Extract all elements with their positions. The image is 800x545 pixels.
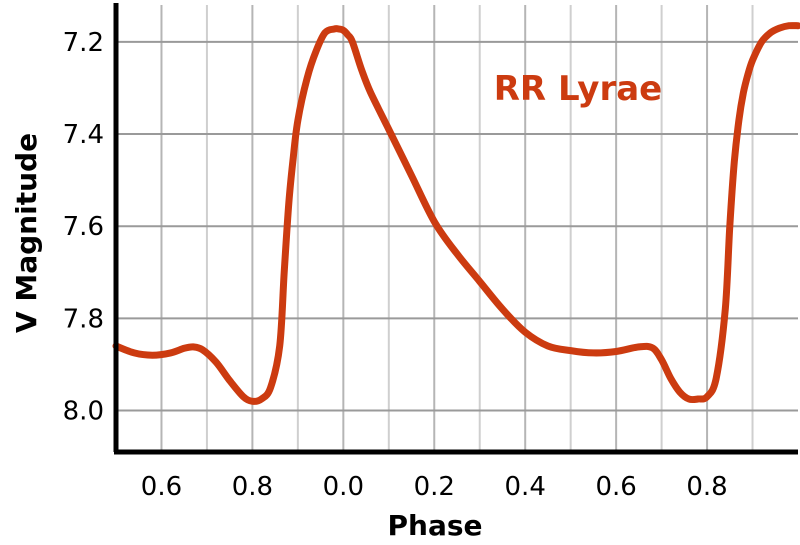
y-tick-label: 7.8: [63, 304, 104, 334]
y-tick-label: 7.6: [63, 212, 104, 242]
y-tick-label: 7.4: [63, 120, 104, 150]
tick-labels: 0.6 0.8 0.0 0.2 0.4 0.6 0.8 7.2 7.4 7.6 7.8 8.0: [63, 28, 728, 502]
x-tick-label: 0.8: [686, 472, 727, 502]
x-tick-label: 0.0: [323, 472, 364, 502]
x-axis-title: Phase: [387, 509, 482, 542]
series-layer: [112, 22, 800, 405]
x-tick-label: 0.4: [505, 472, 546, 502]
y-tick-label: 7.2: [63, 28, 104, 58]
grid-lines: [116, 5, 798, 452]
x-tick-label: 0.8: [232, 472, 273, 502]
axes: [113, 3, 798, 455]
light-curve-line: [112, 22, 800, 405]
x-tick-label: 0.6: [595, 472, 636, 502]
x-tick-label: 0.6: [141, 472, 182, 502]
chart-title: RR Lyrae: [494, 69, 663, 109]
y-tick-label: 8.0: [63, 397, 104, 427]
y-axis-title: V Magnitude: [10, 133, 43, 333]
x-tick-label: 0.2: [414, 472, 455, 502]
